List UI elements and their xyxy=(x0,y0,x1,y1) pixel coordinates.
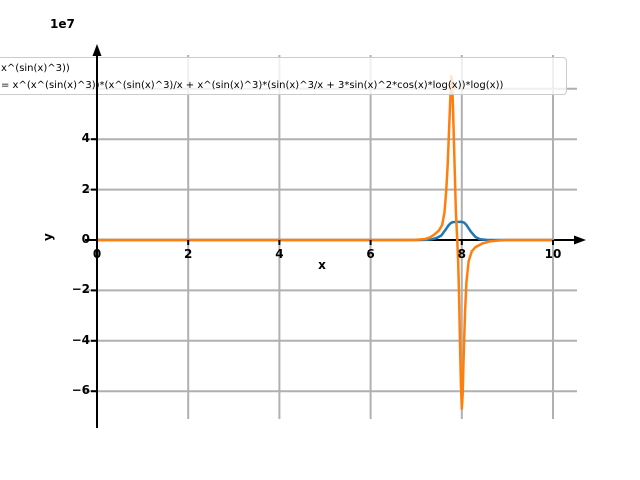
orange-curve xyxy=(95,74,555,411)
blue-curve xyxy=(95,220,555,242)
x-axis-arrow xyxy=(574,235,586,245)
legend-row-derivative: = x^(x^(sin(x)^3))*(x^(sin(x)^3)/x + x^(… xyxy=(1,80,504,91)
legend-row-function: x^(sin(x)^3)) xyxy=(1,63,70,74)
legend: x^(sin(x)^3)) = x^(x^(sin(x)^3))*(x^(sin… xyxy=(0,57,567,95)
